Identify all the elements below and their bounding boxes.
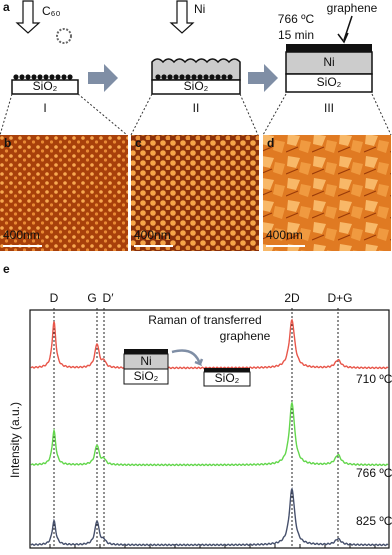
process-arrow: [248, 64, 278, 92]
c60-dot: [203, 74, 209, 80]
buckyball: [56, 28, 72, 44]
scale-label: 400nm: [3, 228, 40, 242]
c60-dot: [19, 74, 25, 80]
panel-label: e: [3, 262, 10, 276]
c60-dot: [155, 74, 161, 80]
inset-arrow: [171, 349, 204, 367]
peak-label: G: [87, 291, 96, 305]
afm-image: [131, 135, 259, 251]
c60-dot: [227, 74, 233, 80]
arrow: [15, 0, 41, 34]
condition: 15 min: [278, 28, 314, 42]
peak-label: D′: [103, 291, 115, 305]
c60-dot: [67, 74, 73, 80]
stage-label: I: [43, 101, 46, 115]
layer-label: SiO₂: [317, 75, 342, 89]
substrate: [285, 73, 373, 93]
layer-label: SiO₂: [33, 79, 58, 93]
c60-dot: [25, 74, 31, 80]
graphene-label: graphene: [327, 1, 378, 15]
condition: 766 ºC: [278, 12, 315, 26]
graphene-layer: [286, 44, 372, 52]
peak-label: D: [50, 291, 59, 305]
connector: [262, 93, 287, 136]
afm-image: [0, 135, 128, 251]
connector: [239, 93, 259, 136]
temperature-label: 766 ºC: [356, 466, 392, 480]
raman-spectrum: [30, 318, 389, 370]
layer-label: Ni: [323, 55, 334, 69]
substrate: [151, 79, 241, 95]
stage-label: II: [193, 101, 200, 115]
inset-title: graphene: [220, 329, 271, 343]
c60-dot: [43, 74, 49, 80]
stage-label: III: [324, 101, 334, 115]
c60-dot: [191, 74, 197, 80]
afm-image: [263, 135, 391, 251]
c60-dot: [167, 74, 173, 80]
c60-dot: [197, 74, 203, 80]
c60-dot: [61, 74, 67, 80]
c60-label: C₆₀: [42, 4, 61, 18]
substrate: [11, 79, 79, 95]
connector: [77, 93, 128, 136]
inset-substrate: [123, 368, 169, 385]
connector: [371, 93, 392, 136]
connector: [0, 93, 13, 136]
panel-label: c: [135, 136, 142, 150]
peak-label: 2D: [284, 291, 300, 305]
inset-layer: Ni: [140, 354, 151, 368]
c60-dot: [13, 74, 19, 80]
connector: [130, 93, 153, 136]
c60-dot: [185, 74, 191, 80]
ni-label: Ni: [194, 2, 205, 16]
temperature-label: 825 ºC: [356, 514, 392, 528]
c60-dot: [221, 74, 227, 80]
arrow: [169, 0, 195, 34]
c60-dot: [49, 74, 55, 80]
c60-dot: [31, 74, 37, 80]
c60-dot: [179, 74, 185, 80]
plot-frame: [29, 309, 390, 549]
inset-layer: SiO₂: [215, 371, 240, 385]
c60-dot: [209, 74, 215, 80]
c60-dot: [37, 74, 43, 80]
raman-spectrum: [30, 487, 389, 547]
peak-label: D+G: [327, 291, 352, 305]
temperature-label: 710 ºC: [356, 372, 392, 386]
c60-dot: [215, 74, 221, 80]
panel-label: a: [3, 0, 10, 14]
layer-label: SiO₂: [184, 79, 209, 93]
process-arrow: [88, 64, 118, 92]
pointer: [337, 15, 353, 44]
panel-label: d: [267, 136, 274, 150]
inset-graphene: [124, 349, 168, 354]
raman-spectrum: [30, 401, 389, 467]
inset-title: Raman of transferred: [148, 313, 261, 327]
inset-graphene: [204, 368, 250, 372]
scale-label: 400nm: [266, 228, 303, 242]
c60-dot: [161, 74, 167, 80]
c60-dot: [55, 74, 61, 80]
inset-substrate: [203, 371, 251, 387]
y-axis-label: Intensity (a.u.): [8, 402, 22, 478]
panel-label: b: [4, 136, 11, 150]
scale-label: 400nm: [134, 228, 171, 242]
inset-layer: SiO₂: [134, 369, 159, 383]
c60-dot: [173, 74, 179, 80]
